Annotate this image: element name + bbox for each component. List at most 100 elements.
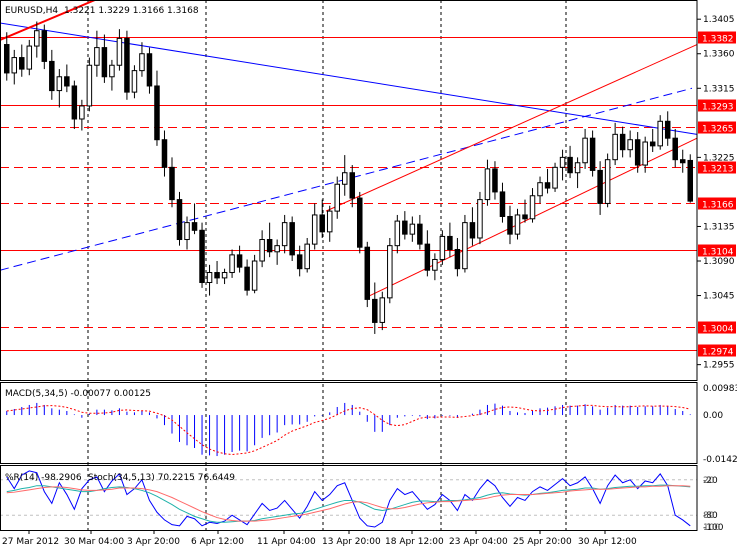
- candle-body: [169, 166, 175, 201]
- x-tick-label: 27 Mar 2012: [2, 537, 59, 547]
- candle: [507, 205, 513, 245]
- axes: 27 Mar 2012 30 Mar 04:00 3 Apr 20:00 6 Apr …: [2, 15, 737, 547]
- price-level-tag: [698, 99, 736, 112]
- candle-body: [259, 239, 265, 262]
- y-tick-label: 1.3315: [703, 84, 735, 94]
- candle: [514, 208, 521, 240]
- candle: [259, 230, 265, 268]
- candle-body: [221, 272, 228, 279]
- candle: [131, 65, 138, 99]
- candle-body: [627, 139, 633, 151]
- price-level-label: 1.3382: [702, 35, 734, 45]
- channel-upper-line: [325, 44, 698, 212]
- stoch-title: Stoch(34,5,13) 70.2215 76.6449: [88, 473, 235, 483]
- candle: [597, 161, 603, 215]
- candle: [477, 191, 483, 245]
- upper-trendline-bold: [0, 0, 96, 41]
- candle-body: [387, 245, 393, 299]
- candle-body: [296, 254, 303, 270]
- candle: [109, 59, 115, 91]
- candle-body: [499, 191, 506, 217]
- candle-body: [191, 222, 198, 231]
- candle: [559, 149, 566, 181]
- candle: [537, 176, 543, 204]
- candle-body: [417, 223, 423, 245]
- candle-body: [34, 30, 40, 47]
- candle: [101, 34, 108, 83]
- candle: [522, 199, 528, 223]
- candle-body: [559, 156, 566, 168]
- candle: [296, 245, 303, 277]
- candle-body: [574, 162, 581, 174]
- candle-body: [184, 222, 190, 241]
- y-tick-label: 1.3405: [703, 15, 735, 25]
- candle: [184, 216, 190, 250]
- candle-body: [492, 168, 498, 193]
- candle-body: [251, 260, 258, 291]
- candle-body: [552, 166, 558, 189]
- price-level-label: 1.3293: [702, 103, 734, 113]
- price-level-tag: [698, 197, 736, 210]
- candle: [311, 203, 318, 250]
- candle: [649, 128, 656, 152]
- candle: [304, 237, 310, 273]
- candle-body: [672, 137, 678, 161]
- x-tick-label: 6 Apr 12:00: [191, 537, 244, 547]
- candle: [604, 153, 611, 208]
- candle-body: [537, 182, 543, 197]
- macd-panel: [6, 402, 691, 457]
- candle: [161, 130, 168, 177]
- candle-body: [469, 222, 476, 239]
- y-tick-label: 1.3135: [703, 222, 735, 232]
- candle: [236, 245, 243, 273]
- candle-body: [109, 64, 115, 78]
- candle: [191, 203, 198, 235]
- candle-body: [522, 214, 528, 220]
- candle-body: [679, 159, 686, 164]
- y-tick-label: 1.3360: [703, 50, 735, 60]
- y-tick-label: 1.3225: [703, 153, 735, 163]
- candle-body: [154, 85, 160, 141]
- oscillator-title: %R(14) -98.2906: [5, 473, 82, 483]
- candle-body: [326, 210, 333, 233]
- candle: [214, 261, 220, 285]
- x-tick-label: 11 Apr 04:00: [257, 537, 316, 547]
- y-tick-label: 1.2955: [703, 361, 735, 371]
- candle: [319, 199, 325, 238]
- candle-body: [11, 57, 18, 74]
- candle: [334, 176, 340, 219]
- candle-body: [687, 159, 694, 202]
- candle: [244, 259, 250, 296]
- candle: [499, 182, 506, 223]
- macd-signal-line: [6, 404, 691, 456]
- candle: [387, 237, 393, 304]
- candle: [94, 30, 100, 77]
- price-level-tag: [698, 344, 736, 357]
- candle-body: [484, 168, 491, 201]
- candle: [544, 168, 551, 194]
- candle-body: [432, 258, 438, 271]
- macd-title: MACD(5,34,5) -0.00077 0.00125: [5, 389, 151, 399]
- candle-body: [604, 159, 611, 204]
- price-level-label: 1.3166: [702, 201, 734, 211]
- candle-body: [454, 248, 461, 270]
- candle: [229, 249, 235, 278]
- candle: [56, 69, 63, 108]
- oscillator-panel: [0, 470, 697, 528]
- candle-body: [131, 70, 138, 93]
- price-level-tag: [698, 31, 736, 44]
- candle-body: [311, 214, 318, 245]
- candle-body: [507, 215, 513, 235]
- candle: [364, 241, 371, 308]
- candle: [34, 21, 40, 58]
- candle-body: [26, 45, 33, 70]
- candle: [372, 282, 378, 334]
- price-level-label: 1.3213: [702, 165, 734, 175]
- candle: [664, 111, 671, 146]
- oscillator-y-tick-label: -20: [703, 476, 718, 486]
- oscillator-series-line: [6, 484, 691, 523]
- candle-body: [364, 246, 371, 300]
- candle-body: [214, 272, 220, 279]
